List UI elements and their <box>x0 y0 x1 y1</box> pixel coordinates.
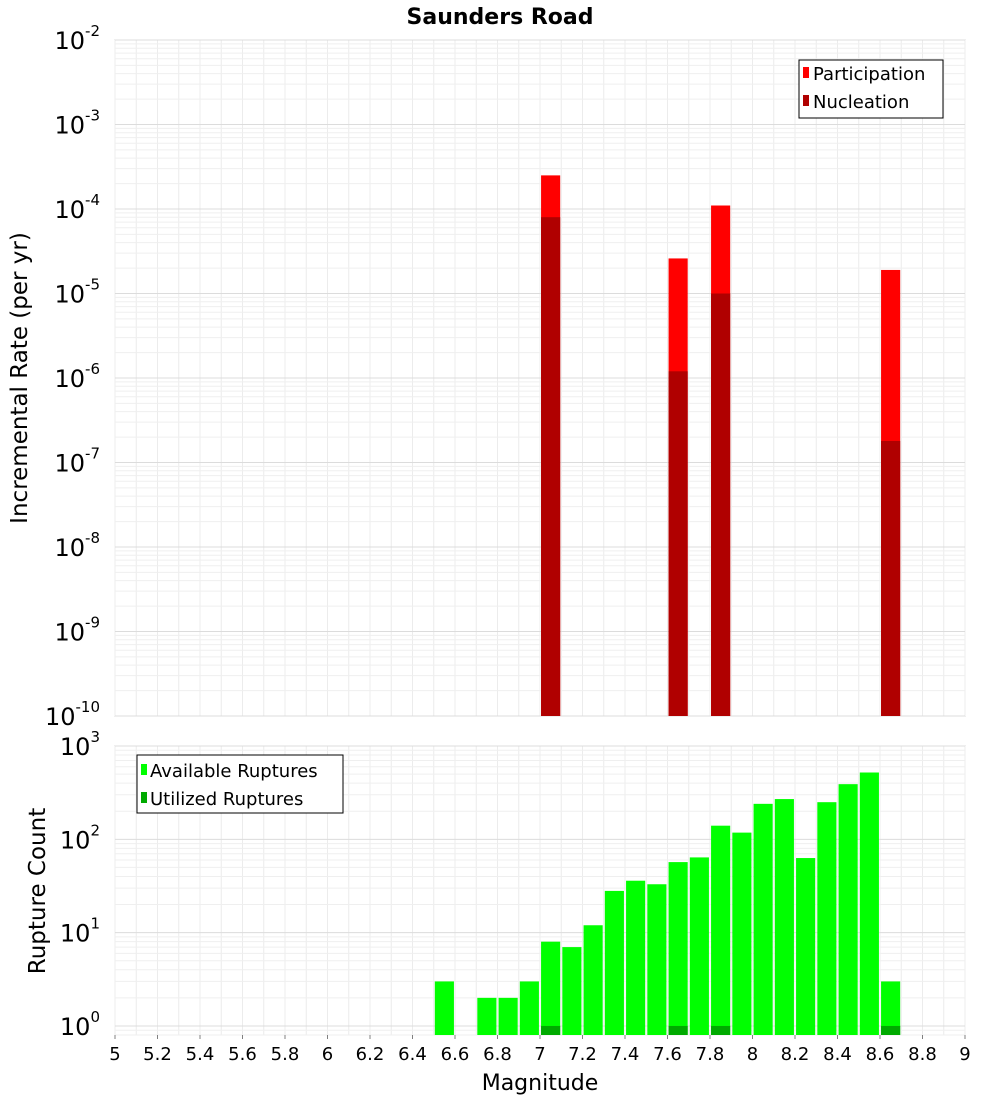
x-tick-label: 7.6 <box>653 1044 682 1065</box>
top-y-tick-label: 10-8 <box>54 529 100 562</box>
legend-utilized-label: Utilized Ruptures <box>150 789 303 810</box>
legend-utilized-swatch <box>141 792 147 803</box>
top-y-tick-label: 10-10 <box>45 698 100 731</box>
bottom-y-tick-labels: 103 102 101 100 <box>60 728 100 1041</box>
top-gridlines <box>114 39 966 717</box>
x-tick-label: 8.6 <box>866 1044 895 1065</box>
bottom-bar-available-ruptures <box>477 997 497 1035</box>
bottom-bar-available-ruptures <box>583 925 603 1035</box>
x-tick-label: 7.2 <box>568 1044 597 1065</box>
x-tick-label: 8.2 <box>781 1044 810 1065</box>
top-bar-nucleation <box>711 293 731 716</box>
top-legend: Participation Nucleation <box>798 59 944 119</box>
top-y-tick-label: 10-7 <box>54 445 100 478</box>
x-tick-label: 6.8 <box>483 1044 512 1065</box>
x-tick-label: 8.8 <box>908 1044 937 1065</box>
top-bar-nucleation <box>668 371 688 716</box>
x-tick-label: 7.8 <box>696 1044 725 1065</box>
x-tick-label: 7 <box>534 1044 545 1065</box>
bottom-bar-available-ruptures <box>689 857 709 1035</box>
bottom-bar-available-ruptures <box>647 884 667 1035</box>
top-y-tick-label: 10-4 <box>54 191 100 224</box>
x-tick-label: 5.6 <box>228 1044 257 1065</box>
bottom-bar-available-ruptures <box>796 858 816 1035</box>
legend-nucleation-swatch <box>803 95 809 106</box>
top-y-axis-label: Incremental Rate (per yr) <box>7 232 33 524</box>
bottom-bar-available-ruptures <box>668 862 688 1035</box>
top-bar-nucleation <box>541 217 561 716</box>
x-tick-label: 6.4 <box>398 1044 427 1065</box>
top-legend-box <box>798 59 944 119</box>
x-tick-label: 5 <box>109 1044 120 1065</box>
x-tick-label: 6 <box>322 1044 333 1065</box>
bottom-bar-available-ruptures <box>732 832 752 1035</box>
legend-available-label: Available Ruptures <box>150 761 318 782</box>
top-y-tick-label: 10-9 <box>54 614 100 647</box>
bottom-bar-available-ruptures <box>881 981 901 1035</box>
bottom-y-tick-label: 103 <box>60 728 100 761</box>
bottom-bar-available-ruptures <box>838 784 858 1035</box>
bottom-bar-available-ruptures <box>859 772 879 1035</box>
bottom-bar-available-ruptures <box>753 803 773 1035</box>
bottom-legend: Available Ruptures Utilized Ruptures <box>136 754 344 814</box>
bottom-bar-available-ruptures <box>626 880 646 1035</box>
top-y-tick-label: 10-2 <box>54 22 100 55</box>
x-tick-label: 7.4 <box>611 1044 640 1065</box>
bottom-y-axis-label: Rupture Count <box>25 808 51 974</box>
top-y-tick-label: 10-3 <box>54 107 100 140</box>
bottom-bar-available-ruptures <box>541 941 561 1035</box>
x-tick-label: 8 <box>747 1044 758 1065</box>
bottom-bars <box>434 772 901 1035</box>
x-tick-label: 9 <box>959 1044 970 1065</box>
legend-nucleation-label: Nucleation <box>813 92 909 113</box>
x-tick-labels: 5 5.2 5.4 5.6 5.8 6 6.2 6.4 6.6 6.8 7 7.2 7.4 7.6 7.8 8… <box>109 1035 971 1065</box>
bottom-bar-available-ruptures <box>562 947 582 1035</box>
bottom-y-tick-label: 102 <box>60 821 100 854</box>
top-bar-nucleation <box>881 440 901 716</box>
legend-participation-label: Participation <box>813 64 925 85</box>
bottom-bar-utilized-ruptures <box>881 1025 901 1035</box>
bottom-bar-available-ruptures <box>498 997 518 1035</box>
top-y-tick-label: 10-6 <box>54 360 100 393</box>
x-axis-label: Magnitude <box>482 1071 599 1096</box>
chart-title: Saunders Road <box>407 5 594 30</box>
bottom-bar-available-ruptures <box>604 890 624 1035</box>
bottom-bar-available-ruptures <box>817 802 837 1035</box>
bottom-bar-available-ruptures <box>711 825 731 1035</box>
bottom-bar-available-ruptures <box>774 799 794 1035</box>
x-tick-label: 5.2 <box>143 1044 172 1065</box>
x-tick-label: 5.4 <box>186 1044 215 1065</box>
bottom-y-tick-label: 101 <box>60 915 100 948</box>
bottom-bar-available-ruptures <box>434 981 454 1035</box>
top-bars <box>541 175 901 716</box>
x-tick-label: 8.4 <box>823 1044 852 1065</box>
bottom-y-tick-label: 100 <box>60 1008 100 1041</box>
x-tick-label: 6.6 <box>441 1044 470 1065</box>
top-y-tick-label: 10-5 <box>54 276 100 309</box>
bottom-bar-utilized-ruptures <box>541 1025 561 1035</box>
x-tick-label: 5.8 <box>271 1044 300 1065</box>
bottom-legend-box <box>136 754 344 814</box>
top-y-tick-labels: 10-2 10-3 10-4 10-5 10-6 10-7 10-8 10-9 10-10 <box>45 22 100 731</box>
bottom-bar-utilized-ruptures <box>711 1025 731 1035</box>
bottom-bar-utilized-ruptures <box>668 1025 688 1035</box>
legend-participation-swatch <box>803 67 809 78</box>
x-tick-label: 6.2 <box>356 1044 385 1065</box>
bottom-bar-available-ruptures <box>519 981 539 1035</box>
legend-available-swatch <box>141 764 147 775</box>
